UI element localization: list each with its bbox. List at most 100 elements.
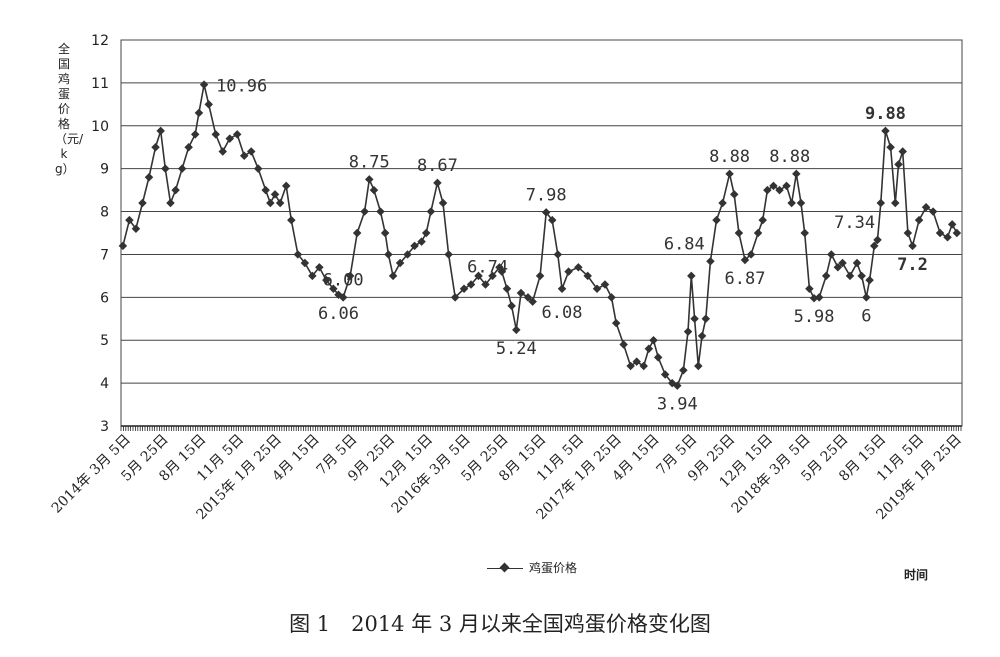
data-point-marker (246, 147, 256, 156)
data-point-marker (266, 198, 275, 208)
data-point-marker (410, 241, 419, 251)
data-point-marker (138, 198, 147, 208)
data-point-marker (365, 175, 374, 184)
y-tick-label: 8 (100, 205, 109, 221)
data-point-marker (903, 228, 913, 238)
data-point-marker (253, 164, 263, 173)
data-point-marker (156, 126, 165, 136)
data-point-marker (125, 215, 134, 225)
data-label: 6.84 (664, 234, 705, 254)
data-point-marker (914, 215, 924, 225)
y-tick-label: 5 (100, 333, 109, 349)
data-point-marker (898, 147, 907, 156)
data-point-marker (881, 126, 890, 136)
y-tick-label: 12 (91, 33, 109, 49)
data-point-marker (683, 327, 693, 336)
data-point-marker (300, 258, 310, 268)
data-point-marker (421, 228, 431, 238)
data-point-marker (653, 353, 663, 362)
data-point-marker (184, 142, 193, 152)
legend-swatch-icon (487, 562, 523, 574)
data-point-marker (679, 366, 688, 375)
x-axis-label: 时间 (904, 568, 929, 582)
y-tick-labels: 3 4 5 6 7 8 9 10 11 12 (91, 33, 109, 435)
data-point-marker (908, 241, 917, 251)
data-point-marker (865, 275, 874, 285)
data-point-marker (516, 288, 526, 298)
data-point-marker (660, 370, 670, 379)
data-point-marker (523, 293, 533, 302)
data-point-marker (574, 263, 583, 272)
data-point-marker (395, 258, 405, 268)
data-point-marker (787, 198, 796, 208)
data-point-marker (947, 220, 957, 229)
data-point-marker (380, 228, 390, 238)
data-point-marker (852, 258, 862, 268)
data-point-marker (814, 293, 824, 302)
data-point-marker (796, 198, 806, 208)
y-tick-label: 7 (100, 247, 109, 263)
data-label: 5.98 (794, 307, 835, 327)
data-point-marker (218, 147, 227, 156)
data-point-marker (497, 267, 507, 276)
axes (120, 39, 963, 431)
data-point-marker (845, 271, 855, 281)
series-egg-price (118, 80, 962, 390)
data-point-marker (827, 250, 836, 259)
data-label: 8.88 (709, 147, 750, 167)
data-point-marker (225, 134, 234, 143)
data-point-marker (275, 198, 285, 208)
y-tick-label: 11 (91, 76, 109, 92)
data-label: 7.34 (834, 213, 875, 233)
data-label: 7.98 (526, 185, 567, 205)
data-point-marker (782, 181, 791, 191)
data-point-marker (329, 284, 338, 293)
data-point-marker (528, 297, 537, 306)
data-point-marker (293, 250, 303, 259)
legend-label: 鸡蛋价格 (529, 561, 578, 575)
data-point-marker (619, 340, 628, 349)
data-point-marker (583, 271, 592, 281)
data-point-marker (345, 271, 355, 281)
data-point-marker (512, 325, 521, 335)
data-point-marker (600, 280, 610, 289)
data-point-marker (800, 228, 809, 238)
data-point-marker (161, 164, 170, 173)
data-point-marker (308, 271, 317, 281)
data-point-marker (433, 178, 442, 188)
data-point-marker (459, 284, 469, 293)
data-point-marker (697, 331, 707, 341)
data-point-marker (838, 258, 847, 268)
data-point-marker (211, 130, 220, 139)
data-label: 6.74 (467, 258, 508, 278)
data-point-marker (507, 301, 516, 311)
data-point-marker (417, 237, 426, 246)
data-label: 8.67 (417, 156, 458, 176)
data-label: 10.96 (216, 77, 267, 97)
data-point-marker (891, 198, 900, 208)
data-point-marker (450, 293, 460, 302)
data-point-marker (805, 284, 814, 293)
data-point-marker (232, 130, 242, 139)
data-point-marker (338, 293, 348, 302)
data-label: 6.06 (318, 304, 359, 324)
data-label: 6 (861, 306, 871, 326)
data-point-marker (734, 228, 744, 238)
data-point-marker (557, 284, 567, 293)
data-point-marker (943, 233, 952, 242)
data-point-marker (388, 271, 398, 281)
data-point-marker (281, 181, 291, 191)
data-point-marker (261, 185, 270, 195)
data-point-marker (204, 100, 213, 109)
data-point-marker (131, 224, 141, 233)
data-point-marker (322, 275, 331, 285)
data-point-marker (758, 215, 767, 225)
data-point-marker (438, 198, 448, 208)
data-point-marker (592, 284, 602, 293)
data-point-marker (166, 198, 175, 208)
data-point-marker (639, 361, 648, 371)
data-point-marker (753, 228, 763, 238)
data-label: 9.88 (865, 104, 906, 124)
data-point-marker (718, 198, 727, 208)
